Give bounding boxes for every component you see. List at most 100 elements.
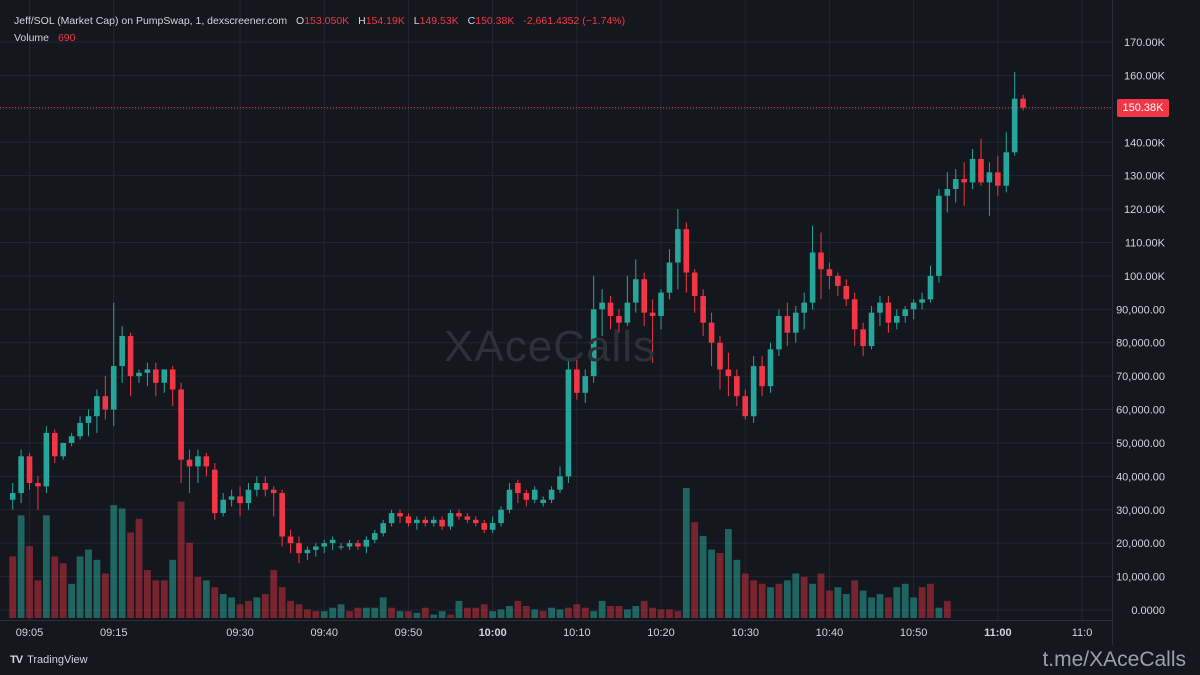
candle-body <box>68 436 75 443</box>
candle-body <box>245 489 252 504</box>
volume-bar <box>489 611 497 618</box>
candle-body <box>388 513 395 524</box>
volume-bar <box>733 559 741 618</box>
ohlc-legend-row: Jeff/SOL (Market Cap) on PumpSwap, 1, de… <box>14 13 625 30</box>
volume-bar <box>236 604 244 618</box>
x-tick-label: 09:50 <box>395 627 423 639</box>
chart-legend: Jeff/SOL (Market Cap) on PumpSwap, 1, de… <box>14 13 625 47</box>
candle-body <box>961 179 967 183</box>
volume-value: 690 <box>57 32 76 44</box>
volume-bar <box>93 559 101 618</box>
volume-legend-row: Volume 690 <box>14 30 625 47</box>
volume-bar <box>110 505 118 618</box>
telegram-link[interactable]: t.me/XAceCalls <box>1042 648 1186 671</box>
volume-bar <box>607 606 614 618</box>
volume-bar <box>565 607 572 618</box>
candle-body <box>767 349 774 387</box>
candle-body <box>843 285 850 300</box>
grid-lines <box>0 0 1112 620</box>
candle-body <box>110 366 117 410</box>
time-axis[interactable]: 09:05 09:15 09:30 09:40 09:50 10:00 10:10 10:20… <box>0 620 1112 640</box>
close-value: 150.38K <box>475 15 515 27</box>
candle-body <box>161 369 168 383</box>
last-price-tag: 150.38K <box>1117 98 1169 117</box>
volume-bar <box>177 501 185 618</box>
x-tick-label: 09:15 <box>100 627 128 639</box>
volume-bar <box>666 609 673 618</box>
volume-bar <box>901 583 909 618</box>
candle-body <box>734 376 740 397</box>
high-value: 154.19K <box>365 15 405 27</box>
volume-bar <box>539 611 547 618</box>
volume-bar <box>413 612 421 618</box>
candle-body <box>995 172 1001 186</box>
volume-bar <box>34 580 42 618</box>
volume-bar <box>270 570 278 618</box>
candle-body <box>675 229 681 263</box>
volume-bar <box>287 600 294 618</box>
volume-bar <box>127 532 134 618</box>
candle-body <box>296 543 302 554</box>
candle-body <box>346 543 353 547</box>
volume-bar <box>522 606 530 618</box>
candle-body <box>144 369 151 373</box>
candle-body <box>60 442 67 457</box>
volume-bar <box>548 607 555 618</box>
candle-body <box>540 499 546 504</box>
candle-body <box>792 312 799 333</box>
volume-bar <box>514 600 522 618</box>
candle-body <box>481 523 488 530</box>
candle-body <box>85 416 92 423</box>
volume-bar <box>750 580 758 618</box>
volume-bar <box>337 604 345 618</box>
candle-body <box>835 275 841 286</box>
candle-body <box>860 329 866 347</box>
volume-bar <box>497 609 505 618</box>
volume-bar <box>135 518 143 618</box>
candle-body <box>136 372 142 377</box>
y-tick-label: 160.00K <box>1124 70 1166 82</box>
candle-body <box>489 523 496 530</box>
candle-body <box>169 369 176 390</box>
candle-body <box>624 302 631 323</box>
price-axis[interactable]: 170.00K160.00K150.00K140.00K130.00K120.0… <box>1112 0 1166 645</box>
candle-body <box>35 483 41 487</box>
candle-body <box>700 295 706 323</box>
volume-bar <box>295 604 303 618</box>
candle-body <box>885 302 892 323</box>
volume-bar <box>160 580 168 618</box>
volume-bar <box>809 583 816 618</box>
volume-bar <box>531 609 539 618</box>
volume-bar <box>245 600 252 618</box>
candle-body <box>910 302 917 310</box>
candle-body <box>902 309 909 316</box>
y-tick-label: 20,000.00 <box>1116 538 1165 550</box>
candle-body <box>447 513 454 527</box>
volume-bar <box>935 607 943 618</box>
volume-bar <box>362 607 370 618</box>
volume-bar <box>480 604 488 618</box>
tradingview-logo-icon: TV <box>10 654 23 666</box>
y-tick-label: 50,000.00 <box>1116 438 1165 450</box>
volume-bar <box>741 573 749 618</box>
volume-bar <box>17 515 25 618</box>
y-tick-label: 140.00K <box>1124 137 1166 149</box>
volume-bar <box>868 597 875 618</box>
volume-bar <box>927 583 934 618</box>
x-tick-label: 10:10 <box>563 627 591 639</box>
volume-bar <box>649 607 657 618</box>
volume-bar <box>354 607 362 618</box>
candle-body <box>565 369 572 477</box>
tradingview-brand[interactable]: TV TradingView <box>10 654 88 666</box>
volume-bar <box>463 607 471 618</box>
volume-label: Volume <box>14 32 50 44</box>
candle-body <box>515 483 521 494</box>
x-tick-label: 09:30 <box>226 627 254 639</box>
volume-bar <box>261 594 269 618</box>
candle-body <box>498 509 504 524</box>
candle-body <box>649 312 656 316</box>
volume-bar <box>556 609 564 618</box>
candle-body <box>826 269 833 276</box>
volume-bar <box>346 611 353 618</box>
